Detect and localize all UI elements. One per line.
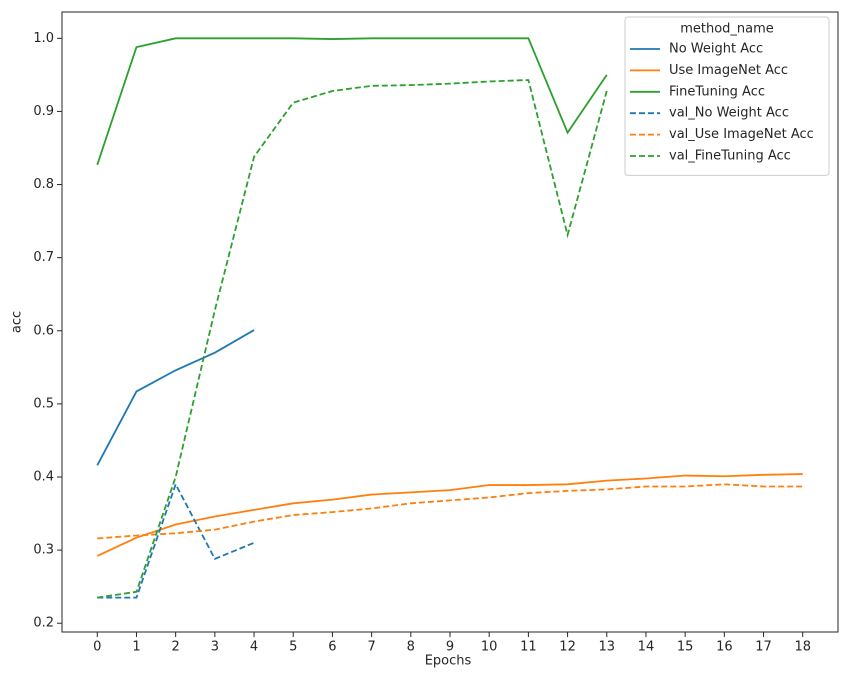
x-tick-label: 1 [132, 640, 140, 655]
legend-label: FineTuning Acc [669, 84, 765, 99]
x-tick-label: 17 [755, 640, 772, 655]
legend-box [624, 16, 830, 176]
legend-title: method_name [680, 22, 774, 37]
y-tick-label: 0.6 [33, 323, 54, 338]
y-tick-label: 0.9 [33, 104, 54, 119]
x-tick-label: 7 [367, 640, 375, 655]
x-tick-label: 3 [211, 640, 219, 655]
series-line [97, 483, 803, 540]
y-tick-label: 0.2 [33, 616, 54, 631]
series-line [96, 37, 608, 166]
x-tick-label: 11 [520, 640, 537, 655]
legend-label: val_Use ImageNet Acc [669, 127, 814, 142]
series-line [96, 473, 803, 557]
series-line [97, 482, 255, 599]
x-tick-label: 6 [328, 640, 336, 655]
y-tick-label: 0.4 [33, 470, 54, 485]
x-tick-label: 14 [638, 640, 655, 655]
x-tick-label: 10 [481, 640, 498, 655]
x-tick-label: 8 [407, 640, 415, 655]
x-tick-label: 15 [677, 640, 694, 655]
x-tick-label: 9 [446, 640, 454, 655]
legend-label: val_FineTuning Acc [669, 149, 791, 164]
x-tick-label: 13 [598, 640, 615, 655]
legend-label: val_No Weight Acc [669, 106, 789, 121]
y-tick-label: 0.8 [33, 177, 54, 192]
x-tick-label: 12 [559, 640, 576, 655]
series-line [97, 79, 608, 599]
y-tick-label: 0.3 [33, 543, 54, 558]
y-axis-label: acc [10, 311, 25, 333]
x-tick-label: 16 [716, 640, 733, 655]
legend-label: Use ImageNet Acc [669, 63, 788, 78]
series-line [96, 329, 255, 466]
x-tick-label: 5 [289, 640, 297, 655]
plot-frame [61, 11, 839, 633]
legend-label: No Weight Acc [669, 42, 763, 57]
x-axis-label: Epochs [425, 654, 472, 669]
y-tick-label: 0.7 [33, 250, 54, 265]
x-tick-label: 2 [172, 640, 180, 655]
x-tick-label: 4 [250, 640, 258, 655]
x-tick-label: 0 [93, 640, 101, 655]
x-tick-label: 18 [794, 640, 811, 655]
y-tick-label: 1.0 [33, 31, 54, 46]
y-tick-label: 0.5 [33, 396, 54, 411]
